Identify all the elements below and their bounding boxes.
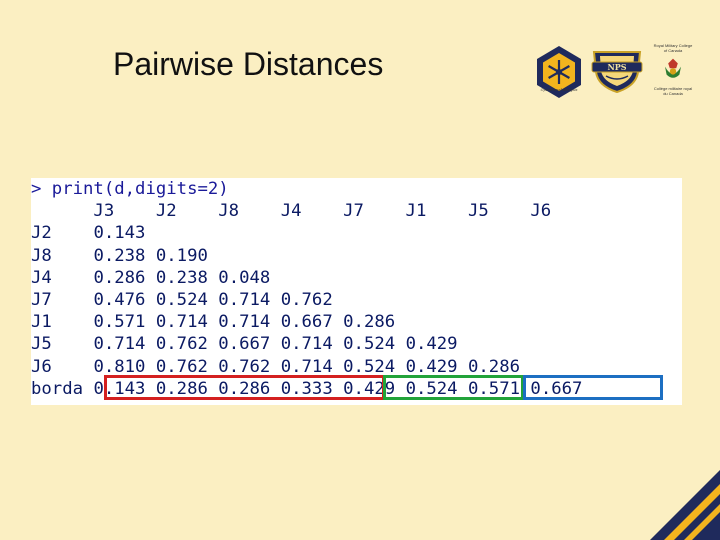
row-label: J5 <box>31 334 84 355</box>
row-label: J2 <box>31 223 84 244</box>
console-prompt-line: > print(d,digits=2) <box>31 179 229 199</box>
matrix-row: J2 0.143 <box>31 223 145 243</box>
borda-label: borda <box>31 378 84 399</box>
row-label: J8 <box>31 245 84 266</box>
borda-row: borda 0.143 0.286 0.286 0.333 0.429 0.52… <box>31 379 582 399</box>
rmc-crest-logo <box>665 58 681 78</box>
nps-crest-logo: NPS <box>591 51 643 94</box>
matrix-row: J5 0.714 0.762 0.667 0.714 0.524 0.429 <box>31 334 458 354</box>
corner-stripe-decoration <box>650 470 720 540</box>
row-values: 0.571 0.714 0.714 0.667 0.286 <box>93 312 396 333</box>
nps-banner-text: NPS <box>607 62 626 72</box>
row-label: J1 <box>31 312 84 333</box>
matrix-row: J7 0.476 0.524 0.714 0.762 <box>31 290 333 310</box>
operational-analysis-hex-logo <box>537 46 581 98</box>
r-console-output: > print(d,digits=2) J3 J2 J8 J4 J7 J1 J5… <box>31 178 682 405</box>
row-values: 0.810 0.762 0.762 0.714 0.524 0.429 0.28… <box>93 356 521 377</box>
highlight-box-red <box>104 375 385 400</box>
row-values: 0.143 <box>93 223 146 244</box>
row-label: J7 <box>31 290 84 311</box>
row-values: 0.286 0.238 0.048 <box>93 267 271 288</box>
column-header-line: J3 J2 J8 J4 J7 J1 J5 J6 <box>31 201 552 222</box>
row-label: J4 <box>31 267 84 288</box>
matrix-row: J8 0.238 0.190 <box>31 246 208 266</box>
slide-title: Pairwise Distances <box>113 46 384 82</box>
row-values: 0.714 0.762 0.667 0.714 0.524 0.429 <box>93 334 458 355</box>
highlight-box-blue <box>523 375 663 400</box>
row-values: 0.238 0.190 <box>93 245 208 266</box>
rmc-bottom-text-1: Collège militaire royal <box>653 86 693 91</box>
matrix-row: J6 0.810 0.762 0.762 0.714 0.524 0.429 0… <box>31 357 520 377</box>
highlight-box-green <box>383 375 524 400</box>
rmc-top-text-2: of Canada <box>663 48 683 53</box>
matrix-row: J4 0.286 0.238 0.048 <box>31 268 270 288</box>
rmc-top-text-1: Royal Military College <box>653 43 693 48</box>
row-values: 0.476 0.524 0.714 0.762 <box>93 290 333 311</box>
hex-logo-caption: Operational Analysis <box>540 88 578 92</box>
row-label: J6 <box>31 356 84 377</box>
rmc-bottom-text-2: du Canada <box>663 91 683 96</box>
matrix-row: J1 0.571 0.714 0.714 0.667 0.286 <box>31 312 395 332</box>
